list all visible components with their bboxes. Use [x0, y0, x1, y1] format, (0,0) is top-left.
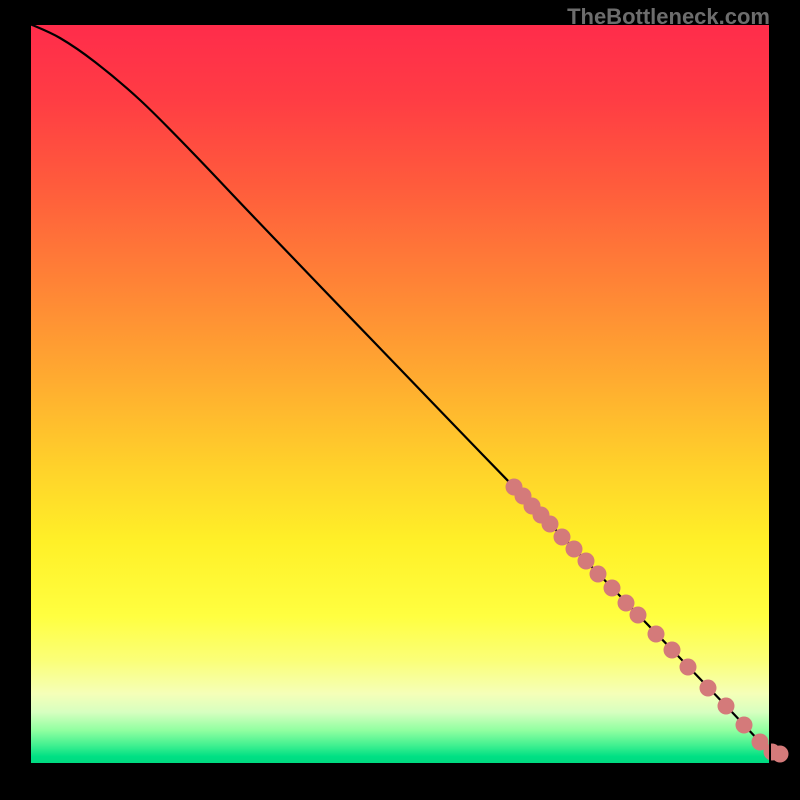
data-point [648, 626, 665, 643]
data-point [604, 580, 621, 597]
data-point [736, 717, 753, 734]
data-point [554, 529, 571, 546]
data-point [566, 541, 583, 558]
watermark-text: TheBottleneck.com [567, 4, 770, 30]
data-point [618, 595, 635, 612]
bottleneck-chart [0, 0, 800, 800]
data-point [542, 516, 559, 533]
data-point [590, 566, 607, 583]
data-point [664, 642, 681, 659]
data-point [578, 553, 595, 570]
plot-background [30, 24, 770, 764]
data-point [772, 746, 789, 763]
data-point [700, 680, 717, 697]
data-point [680, 659, 697, 676]
data-point [630, 607, 647, 624]
data-point [718, 698, 735, 715]
